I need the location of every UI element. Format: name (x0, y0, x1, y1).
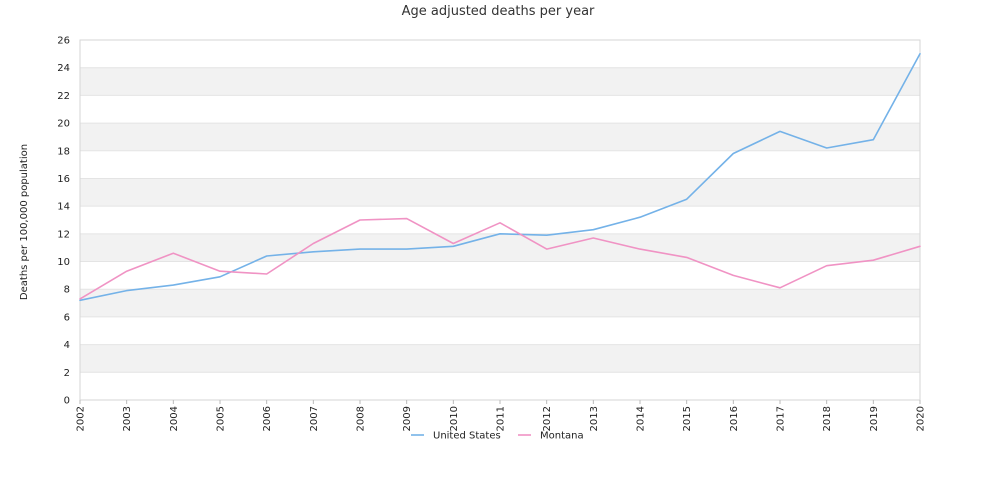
x-tick-label: 2019 (869, 406, 880, 431)
series-line-1 (79, 217, 921, 300)
y-tick-label: 2 (64, 368, 70, 379)
y-tick-label: 18 (57, 146, 70, 157)
y-tick-label: 6 (64, 312, 70, 323)
axes (79, 39, 921, 404)
grid-band (80, 344, 920, 373)
x-tick-label: 2020 (916, 406, 927, 431)
x-tick-label: 2007 (309, 406, 320, 431)
y-tick-label: 20 (57, 119, 70, 130)
x-tick-label: 2005 (216, 406, 227, 431)
series-lines (79, 52, 921, 302)
grid-bands (80, 67, 920, 373)
y-tick-label: 14 (57, 202, 70, 213)
x-tick-labels: 2002 2003 2004 2005 2006 2007 2008 2009 2010 2011… (76, 406, 927, 431)
x-tick-label: 2016 (729, 406, 740, 431)
y-tick-label: 0 (64, 396, 70, 407)
grid-band (80, 178, 920, 207)
chart-title: Age adjusted deaths per year (402, 4, 595, 19)
x-tick-label: 2018 (822, 406, 833, 431)
y-tick-label: 12 (57, 229, 70, 240)
y-tick-label: 10 (57, 257, 70, 268)
x-tick-label: 2003 (122, 406, 133, 431)
x-tick-label: 2017 (776, 406, 787, 431)
x-tick-label: 2002 (76, 406, 87, 431)
y-tick-label: 16 (57, 174, 70, 185)
legend-label: Montana (540, 431, 584, 442)
y-tick-label: 26 (57, 36, 70, 47)
x-tick-label: 2012 (542, 406, 553, 431)
y-tick-label: 22 (57, 91, 70, 102)
y-tick-label: 4 (64, 340, 70, 351)
x-tick-label: 2010 (449, 406, 460, 431)
y-tick-label: 8 (64, 285, 70, 296)
x-tick-label: 2006 (262, 406, 273, 431)
grid-band (80, 233, 920, 262)
x-tick-label: 2013 (589, 406, 600, 431)
grid-band (80, 289, 920, 317)
x-tick-label: 2014 (636, 406, 647, 431)
x-tick-label: 2004 (169, 406, 180, 431)
y-tick-label: 24 (57, 63, 70, 74)
grid-band (80, 123, 920, 151)
x-tick-label: 2015 (682, 406, 693, 431)
legend-label: United States (433, 431, 501, 442)
grid-band (80, 67, 920, 96)
x-tick-label: 2009 (402, 406, 413, 431)
legend: United States Montana (411, 431, 584, 442)
series-line-0 (79, 52, 921, 302)
x-tick-label: 2008 (356, 406, 367, 431)
x-tick-label: 2011 (496, 406, 507, 431)
y-axis-title: Deaths per 100,000 population (19, 144, 30, 300)
